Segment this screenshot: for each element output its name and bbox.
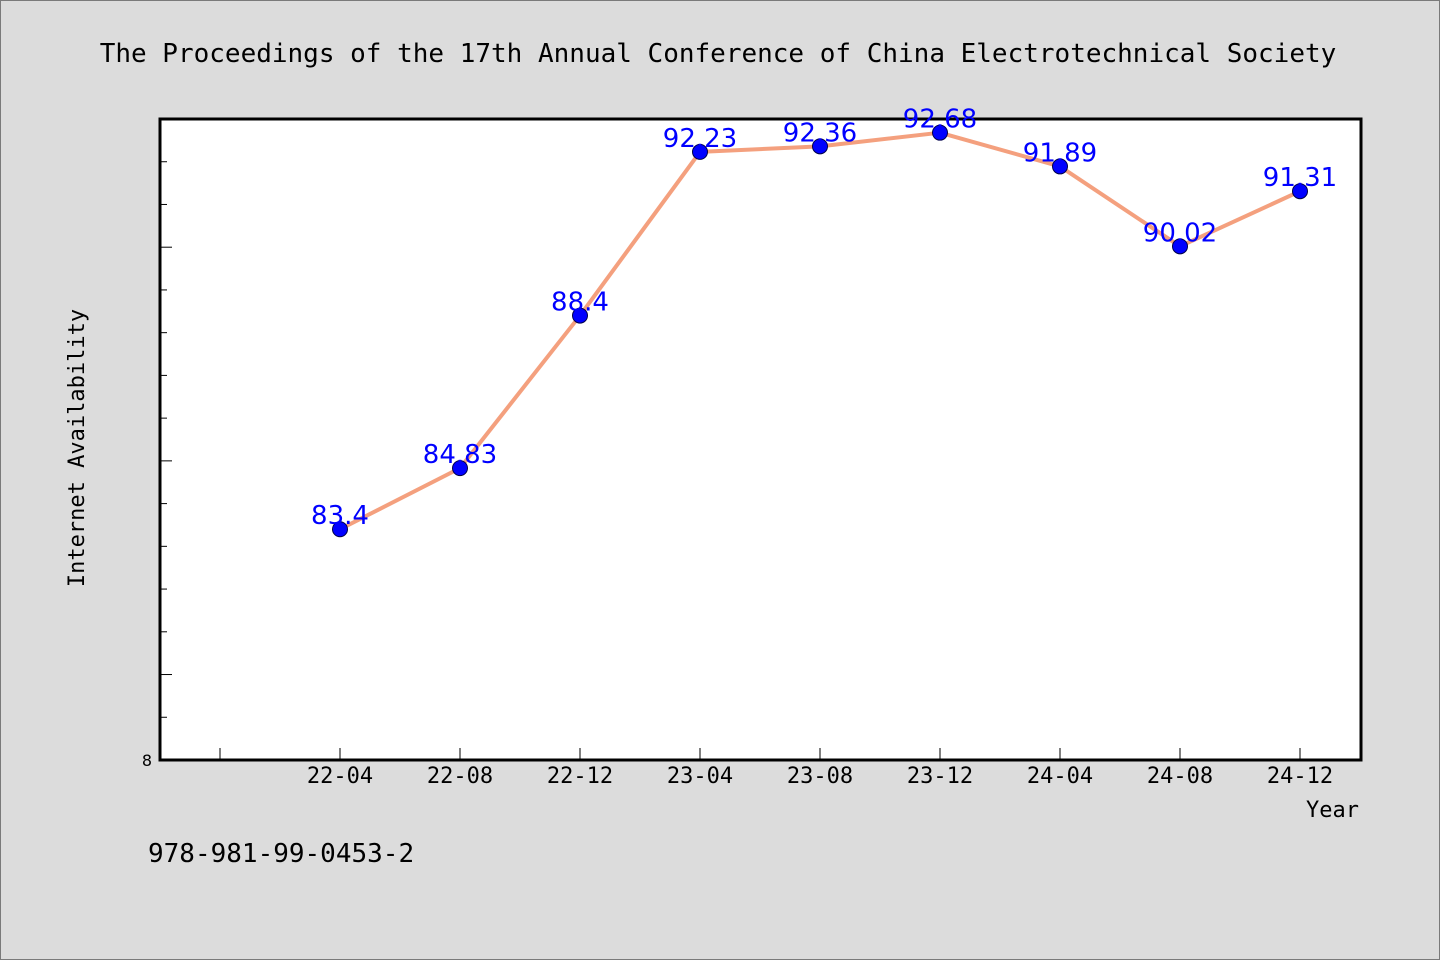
data-label: 90.02 — [1143, 218, 1217, 248]
x-axis-label: Year — [1306, 798, 1359, 823]
data-label: 91.31 — [1263, 163, 1337, 193]
chart-title: The Proceedings of the 17th Annual Confe… — [100, 39, 1337, 69]
y-axis-ticks — [160, 161, 172, 718]
x-axis-tick-labels: 22-04 22-08 22-12 23-04 23-08 23-12 24-04 24-08… — [307, 764, 1333, 789]
plot-area — [158, 117, 1363, 762]
data-markers — [332, 124, 1308, 538]
x-tick-label: 22-08 — [427, 764, 493, 789]
x-tick-label: 23-04 — [667, 764, 733, 789]
x-tick-label: 22-04 — [307, 764, 373, 789]
data-label: 88.4 — [551, 288, 609, 318]
data-point — [692, 143, 708, 160]
data-point — [1172, 238, 1188, 255]
data-label: 92.36 — [783, 118, 857, 148]
x-tick-label: 24-04 — [1027, 764, 1093, 789]
data-point — [572, 307, 588, 324]
data-label: 92.23 — [663, 124, 737, 154]
data-label: 84.83 — [423, 440, 497, 470]
data-labels: 83.4 84.83 88.4 92.23 92.36 92.68 91.89 90.02 91… — [311, 105, 1337, 532]
data-point — [932, 124, 948, 141]
x-tick-label: 22-12 — [547, 764, 613, 789]
data-point — [1292, 183, 1308, 200]
data-point — [1052, 158, 1068, 175]
x-tick-label: 23-12 — [907, 764, 973, 789]
data-point — [332, 521, 348, 538]
x-tick-label: 24-08 — [1147, 764, 1213, 789]
data-label: 91.89 — [1023, 138, 1097, 168]
x-tick-label: 24-12 — [1267, 764, 1333, 789]
data-point — [452, 460, 468, 477]
data-point — [812, 138, 828, 155]
y-axis-label: Internet Availability — [65, 309, 90, 587]
footer-isbn: 978-981-99-0453-2 — [148, 839, 414, 869]
y-tick-label: 8 — [142, 751, 152, 770]
data-label: 92.68 — [903, 105, 977, 135]
x-axis-ticks — [219, 748, 1301, 760]
data-label: 83.4 — [311, 501, 369, 531]
x-tick-label: 23-08 — [787, 764, 853, 789]
